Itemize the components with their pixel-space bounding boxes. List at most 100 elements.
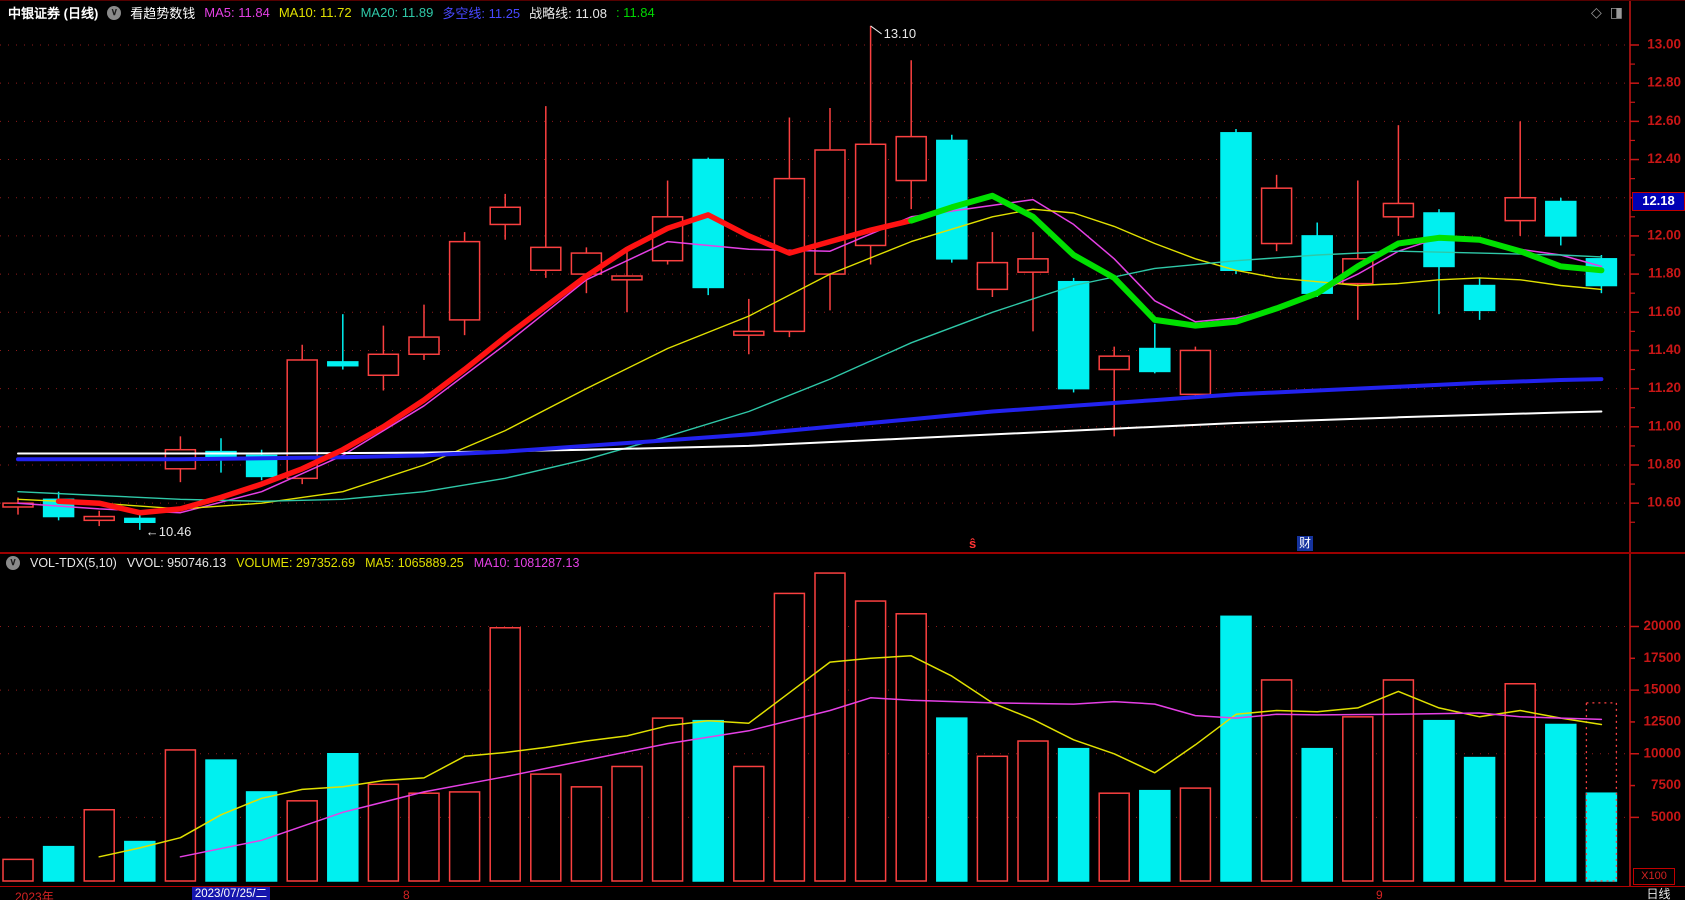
candle-body[interactable] [83, 515, 115, 522]
legend-duokong: 多空线: 11.25 [442, 6, 521, 21]
indicator-name[interactable]: 看趋势数钱 [130, 6, 196, 21]
volume-bar[interactable] [1463, 756, 1496, 882]
volume-bar[interactable] [773, 592, 806, 882]
volume-bar[interactable] [1585, 792, 1618, 882]
candle-body[interactable] [611, 275, 643, 281]
trend-bull-line [55, 212, 914, 516]
volume-bar[interactable] [1545, 723, 1577, 882]
volume-bar[interactable] [692, 719, 724, 882]
high-annotation: 13.10 [884, 26, 917, 41]
price-axis-label: 12.60 [1647, 113, 1681, 128]
volume-bar[interactable] [286, 800, 318, 882]
volume-bar[interactable] [936, 717, 968, 882]
price-axis-label: 11.00 [1648, 418, 1681, 433]
volume-bar[interactable] [530, 773, 562, 882]
low-annotation: ←10.46 [146, 524, 192, 539]
candle-body[interactable] [1139, 347, 1171, 373]
price-grid: 13.00 12.80 12.60 12.40 12.00 11.80 11.60 11.40… [0, 37, 1681, 523]
vol-legend-name[interactable]: VOL-TDX(5,10) [30, 555, 117, 570]
legend-strategy: 战略线: 11.08 [529, 6, 607, 21]
chevron-down-icon[interactable]: ∨ [107, 5, 122, 20]
volume-bar[interactable] [1179, 787, 1212, 882]
volume-bar[interactable] [367, 783, 400, 882]
volume-pane-header: ∨ VOL-TDX(5,10) VVOL: 950746.13 VOLUME: … [0, 554, 1630, 571]
volume-bar[interactable] [1423, 719, 1455, 882]
candle-body[interactable] [976, 261, 1009, 291]
volume-bar[interactable] [733, 765, 765, 882]
selected-date-box[interactable]: 2023/07/25/二 [192, 887, 270, 900]
period-label[interactable]: 日线 [1646, 887, 1671, 900]
chevron-down-icon[interactable]: ∨ [6, 555, 20, 570]
volume-bar[interactable] [1260, 679, 1293, 882]
volume-bar[interactable] [895, 613, 927, 882]
candle-body[interactable] [1017, 258, 1049, 273]
candle-body[interactable] [124, 517, 156, 524]
volume-bar[interactable] [814, 572, 846, 882]
volume-bar[interactable] [2, 858, 34, 882]
time-axis-bar[interactable]: 2023年 2023/07/25/二 8 9 日线 [0, 886, 1685, 900]
month-label-aug: 8 [403, 888, 410, 900]
candle-body[interactable] [1545, 200, 1577, 237]
volume-bar[interactable] [854, 600, 887, 882]
candle-body[interactable] [327, 361, 359, 367]
event-marker-s[interactable]: ŝ [969, 536, 977, 551]
volume-bar[interactable] [83, 808, 115, 882]
strategy-line [17, 410, 1603, 455]
candle-body[interactable] [936, 139, 968, 260]
candle-body[interactable] [489, 206, 521, 226]
candle-body[interactable] [1260, 187, 1293, 245]
volume-bar[interactable] [570, 786, 603, 882]
volume-bar[interactable] [976, 755, 1009, 882]
legend-ma5: MA5: 11.84 [204, 5, 270, 20]
candle-body[interactable] [245, 454, 278, 478]
volume-bar[interactable] [1057, 747, 1090, 882]
vol-ma10-line [179, 697, 1603, 858]
volume-bar[interactable] [489, 627, 521, 882]
volume-axis-label: 20000 [1643, 618, 1681, 633]
volume-bar[interactable] [164, 749, 197, 882]
volume-bar[interactable] [1504, 683, 1536, 882]
candle-body[interactable] [1382, 202, 1415, 218]
volume-bar[interactable] [327, 753, 359, 882]
pane-divider[interactable] [0, 552, 1685, 554]
candle-body[interactable] [814, 149, 846, 275]
candle-body[interactable] [1220, 132, 1252, 272]
candle-body[interactable] [448, 240, 481, 321]
candle-body[interactable] [530, 246, 562, 272]
volume-bar[interactable] [42, 845, 75, 882]
projected-volume-bar [1585, 702, 1618, 882]
volume-bar[interactable] [1301, 747, 1333, 882]
candle-body[interactable] [367, 353, 400, 377]
symbol-title: 中银证券 (日线) [8, 6, 99, 21]
price-pane-header: 中银证券 (日线) ∨ 看趋势数钱 MA5: 11.84 MA10: 11.72… [0, 1, 1685, 24]
volume-bars[interactable] [2, 572, 1618, 882]
diamond-icon[interactable]: ◇ [1590, 4, 1602, 20]
volume-bar[interactable] [448, 791, 481, 882]
financial-report-marker[interactable]: 财 [1297, 536, 1314, 551]
candle-body[interactable] [895, 135, 927, 182]
vol-legend-ma10: MA10: 1081287.13 [473, 555, 580, 570]
candle-body[interactable] [1504, 196, 1536, 222]
candle-body[interactable] [692, 158, 724, 289]
volume-bar[interactable] [1139, 789, 1171, 882]
candle-body[interactable] [1098, 355, 1130, 371]
candle-body[interactable] [1057, 280, 1090, 390]
price-axis-label: 11.80 [1648, 266, 1681, 281]
candle-body[interactable] [408, 336, 440, 356]
volume-bar[interactable] [1017, 740, 1049, 882]
candle-body[interactable] [1463, 284, 1496, 312]
vol-ma5-line [98, 655, 1603, 858]
price-axis-label: 10.60 [1647, 495, 1681, 510]
volume-bar[interactable] [1342, 716, 1374, 882]
volume-bar[interactable] [1220, 615, 1252, 882]
candle-body[interactable] [733, 330, 765, 336]
candle-body[interactable] [1179, 349, 1212, 396]
volume-bar[interactable] [611, 765, 643, 882]
candle-body[interactable] [286, 359, 318, 480]
volume-bar[interactable] [408, 792, 440, 882]
volume-bar[interactable] [1382, 679, 1415, 882]
volume-bar[interactable] [1098, 792, 1130, 882]
split-panel-icon[interactable]: ◨ [1609, 4, 1623, 20]
